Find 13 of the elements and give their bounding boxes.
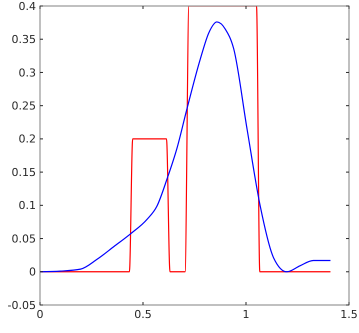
- y-tick-label: 0.15: [12, 166, 36, 179]
- y-tick-label: 0.25: [12, 100, 36, 113]
- y-tick-label: 0: [29, 266, 36, 279]
- y-tick-label: 0.1: [18, 199, 36, 212]
- x-tick-label: 1.5: [340, 308, 358, 321]
- y-tick-label: 0.3: [18, 66, 36, 80]
- y-tick-label: -0.05: [8, 298, 36, 312]
- x-tick-label: 1: [242, 308, 250, 321]
- x-tick-label: 0.5: [134, 308, 152, 321]
- y-tick-label: 0.05: [12, 232, 36, 246]
- y-tick-label: 0.4: [18, 0, 36, 13]
- y-tick-label: 0.2: [18, 132, 36, 146]
- y-tick-label: 0.35: [12, 33, 36, 46]
